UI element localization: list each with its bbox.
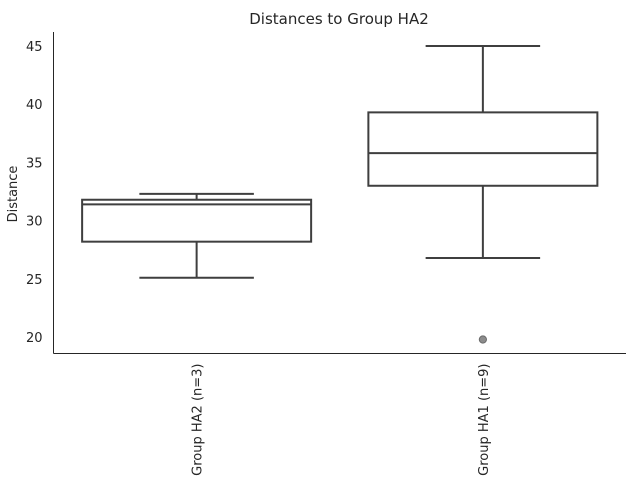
y-tick-label: 20 (26, 331, 43, 346)
plot-area (81, 44, 599, 344)
y-tick-label: 40 (26, 98, 43, 113)
y-tick-label: 45 (26, 40, 43, 55)
y-tick-label: 25 (26, 273, 43, 288)
box-group (81, 192, 313, 279)
y-tick-label: 30 (26, 215, 43, 230)
box-iqr (367, 111, 599, 187)
chart-title: Distances to Group HA2 (249, 10, 429, 28)
x-tick-label: Group HA1 (n=9) (477, 364, 492, 476)
box-group (367, 44, 599, 344)
outlier-point (478, 335, 487, 344)
box-iqr (81, 198, 313, 243)
y-tick-label: 35 (26, 156, 43, 171)
y-axis-label: Distance (6, 166, 21, 223)
x-tick-label: Group HA2 (n=3) (191, 364, 206, 476)
